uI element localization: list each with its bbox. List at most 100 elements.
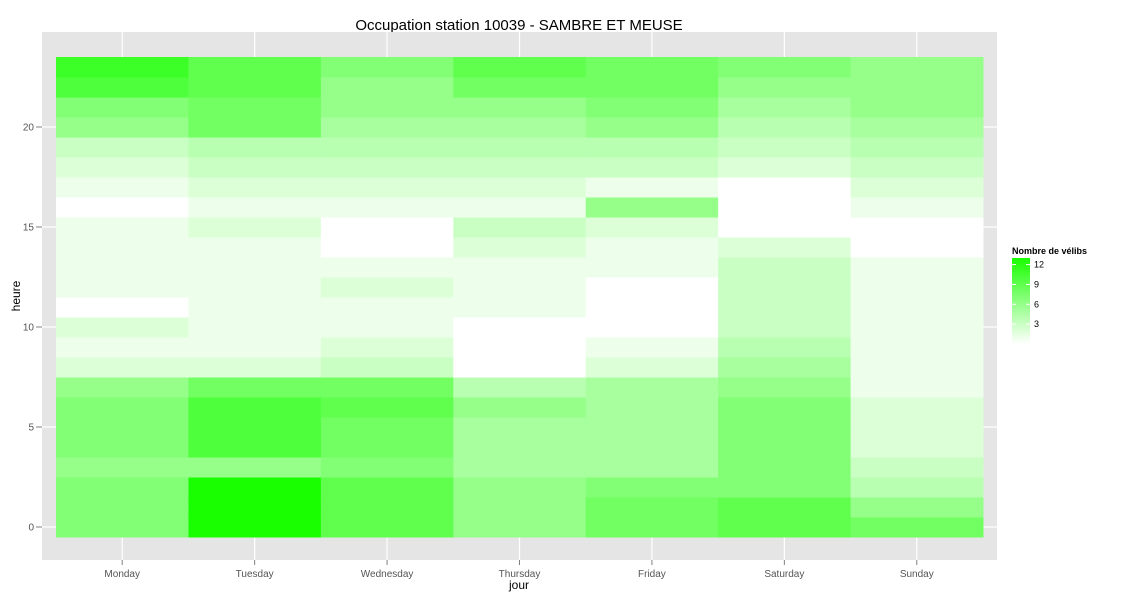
heatmap-cell [453,457,587,478]
heatmap-cell [850,477,984,498]
heatmap-cell [585,97,719,118]
heatmap-cell [718,177,852,198]
heatmap-cell [718,197,852,218]
heatmap-cell [56,177,189,198]
heatmap-cell [850,397,984,418]
heatmap-cell [188,217,322,238]
heatmap-cell [188,277,322,298]
heatmap-cell [188,297,322,318]
heatmap-cell [453,257,587,278]
heatmap-cell [188,117,322,138]
heatmap-cell [56,357,189,378]
heatmap-cell [718,77,852,98]
legend-colorbar [1012,258,1030,344]
heatmap-cell [453,97,587,118]
heatmap-cell [718,497,852,518]
y-tick-label: 15 [23,223,35,234]
heatmap-cell [850,197,984,218]
heatmap-cell [188,157,322,178]
heatmap-cell [718,157,852,178]
x-tick-label: Monday [104,569,140,580]
heatmap-cell [188,177,322,198]
heatmap-cell [718,357,852,378]
heatmap-cell [718,237,852,258]
heatmap-cell [320,157,454,178]
legend-title: Nombre de vélibs [1012,246,1087,256]
heatmap-cell [850,357,984,378]
heatmap-cell [320,297,454,318]
x-tick-label: Sunday [900,569,934,580]
heatmap-cell [453,297,587,318]
heatmap-cell [56,77,189,98]
heatmap-cell [453,117,587,138]
heatmap-cells [56,57,984,538]
heatmap-cell [320,477,454,498]
heatmap-cell [718,477,852,498]
heatmap-cell [188,497,322,518]
heatmap-cell [850,97,984,118]
heatmap-cell [718,137,852,158]
heatmap-cell [453,497,587,518]
heatmap-cell [188,337,322,358]
heatmap-cell [320,77,454,98]
heatmap-cell [56,97,189,118]
legend-tick-label: 3 [1034,319,1039,329]
heatmap-cell [188,317,322,338]
x-tick-label: Saturday [764,569,804,580]
x-axis-title: jour [508,578,529,592]
heatmap-cell [585,437,719,458]
heatmap-cell [453,317,587,338]
heatmap-cell [850,457,984,478]
heatmap-cell [718,117,852,138]
legend-tick-label: 9 [1034,279,1039,289]
heatmap-cell [585,517,719,538]
heatmap-cell [320,397,454,418]
heatmap-cell [585,357,719,378]
heatmap-cell [56,277,189,298]
heatmap-cell [188,417,322,438]
heatmap-cell [453,157,587,178]
heatmap-cell [850,157,984,178]
heatmap-cell [188,457,322,478]
heatmap-cell [453,517,587,538]
heatmap-cell [56,337,189,358]
heatmap-cell [56,57,189,78]
heatmap-cell [850,317,984,338]
heatmap-cell [718,57,852,78]
heatmap-cell [453,217,587,238]
heatmap-cell [56,517,189,538]
heatmap-cell [453,357,587,378]
heatmap-cell [585,277,719,298]
heatmap-cell [320,337,454,358]
heatmap-cell [453,77,587,98]
heatmap-cell [585,57,719,78]
heatmap-cell [56,237,189,258]
heatmap-cell [188,357,322,378]
heatmap-cell [850,57,984,78]
heatmap-cell [453,57,587,78]
heatmap-cell [585,77,719,98]
heatmap-cell [56,117,189,138]
heatmap-cell [718,377,852,398]
heatmap-cell [718,397,852,418]
heatmap-cell [56,377,189,398]
heatmap-cell [56,397,189,418]
heatmap-cell [585,237,719,258]
heatmap-cell [585,257,719,278]
heatmap-cell [585,457,719,478]
heatmap-cell [585,497,719,518]
heatmap-cell [850,137,984,158]
heatmap-cell [585,137,719,158]
y-axis-title: heure [9,280,23,311]
legend-tick-label: 6 [1034,299,1039,309]
x-tick-label: Friday [638,569,666,580]
y-tick-label: 10 [23,323,35,334]
heatmap-cell [585,317,719,338]
heatmap-cell [453,237,587,258]
heatmap-cell [585,117,719,138]
heatmap-cell [718,417,852,438]
heatmap-cell [56,217,189,238]
heatmap-cell [56,417,189,438]
y-axis: 0 5 10 15 20 [23,123,42,534]
legend-tick-label: 12 [1034,260,1044,270]
